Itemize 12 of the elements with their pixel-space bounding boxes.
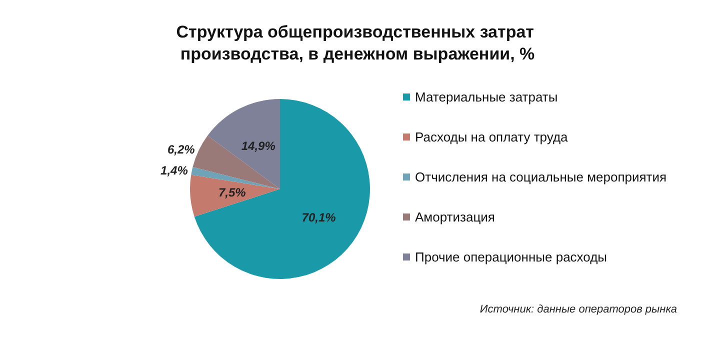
legend-label: Амортизация [415,210,495,224]
data-label: 6,2% [167,142,196,157]
data-label: 1,4% [160,164,188,178]
legend-label: Материальные затраты [415,90,558,104]
data-label: 70,1% [302,210,336,224]
legend-label: Отчисления на социальные мероприятия [415,170,667,184]
data-label: 7,5% [218,186,246,200]
legend-label: Расходы на оплату труда [415,130,569,144]
legend-label: Прочие операционные расходы [415,250,608,264]
data-label: 14,9% [241,139,276,154]
chart-title: Структура общепроизводственных затрат производства, в денежном выражении, % [176,22,539,64]
text: Источник: данные операторов рынка [480,304,678,316]
